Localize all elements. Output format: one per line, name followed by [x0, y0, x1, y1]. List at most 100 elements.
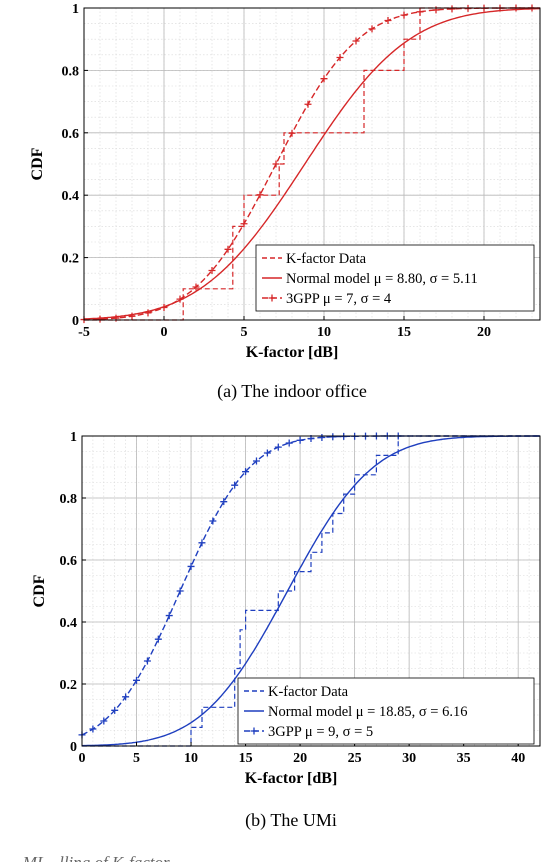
- legend-item-normal-model: Normal model μ = 8.80, σ = 5.11: [262, 271, 478, 287]
- legend-label: 3GPP μ = 9, σ = 5: [268, 724, 373, 740]
- series-3gpp-marker: [416, 8, 424, 16]
- legend-marker-sample: [268, 294, 276, 302]
- x-tick-label: 15: [397, 325, 411, 340]
- series-3gpp-marker: [220, 498, 228, 506]
- series-3gpp-marker: [329, 433, 337, 441]
- y-tick-label: 0: [70, 740, 77, 755]
- series-3gpp-marker: [231, 481, 239, 489]
- legend: K-factor Data Normal model μ = 8.80, σ = …: [255, 244, 535, 312]
- x-axis-label: K-factor [dB]: [246, 344, 339, 361]
- y-tick-label: 0.6: [60, 554, 78, 569]
- series-3gpp-marker: [133, 676, 141, 684]
- x-tick-label: 5: [241, 325, 248, 340]
- x-tick-label: 0: [79, 751, 86, 766]
- x-tick-label: -5: [78, 325, 90, 340]
- series-3gpp-marker: [368, 25, 376, 33]
- series-3gpp-marker: [288, 129, 296, 137]
- series-3gpp-marker: [296, 436, 304, 444]
- legend-label: Normal model μ = 8.80, σ = 5.11: [286, 271, 478, 287]
- series-3gpp-marker: [192, 283, 200, 291]
- legend-label: K-factor Data: [268, 684, 349, 700]
- series-3gpp-markers: [78, 432, 402, 739]
- series-3gpp-marker: [198, 539, 206, 547]
- series-3gpp-marker: [160, 304, 168, 312]
- legend-item-3gpp: 3GPP μ = 9, σ = 5: [244, 724, 373, 740]
- legend-item-kfactor-data: K-factor Data: [262, 251, 367, 267]
- legend-label: K-factor Data: [286, 251, 367, 267]
- series-3gpp-marker: [224, 245, 232, 253]
- x-axis-label: K-factor [dB]: [245, 770, 338, 787]
- x-tick-label: 0: [161, 325, 168, 340]
- legend-label: Normal model μ = 18.85, σ = 6.16: [268, 704, 467, 720]
- series-3gpp-marker: [272, 160, 280, 168]
- y-tick-label: 1: [72, 2, 79, 17]
- series-kfactor-data-line: [82, 435, 540, 747]
- series-3gpp-marker: [352, 37, 360, 45]
- y-axis-label: CDF: [29, 147, 46, 180]
- y-tick-label: 0.4: [60, 616, 78, 631]
- series-3gpp-marker: [154, 635, 162, 643]
- series-3gpp-marker: [274, 443, 282, 451]
- x-tick-label: 30: [402, 751, 416, 766]
- ticks: 0 5 10 15 20 25 30 35 40 0 0.2 0.4 0.6 0.8 1: [60, 430, 526, 766]
- panel-caption: (b) The UMi: [245, 810, 337, 831]
- y-tick-label: 0.8: [62, 64, 80, 79]
- legend: K-factor Data Normal model μ = 18.85, σ =…: [237, 677, 535, 745]
- series-3gpp-marker: [122, 693, 130, 701]
- panel-caption: (a) The indoor office: [217, 381, 367, 402]
- x-tick-label: 5: [133, 751, 140, 766]
- y-tick-label: 0.2: [60, 678, 78, 693]
- series-3gpp-marker: [304, 100, 312, 108]
- series-3gpp-marker: [318, 433, 326, 441]
- series-3gpp-marker: [240, 220, 248, 228]
- x-tick-label: 20: [293, 751, 307, 766]
- series-3gpp-marker: [143, 657, 151, 665]
- y-tick-label: 0.6: [62, 127, 80, 142]
- series-3gpp-marker: [89, 725, 97, 733]
- legend-box: [255, 244, 535, 312]
- y-tick-label: 1: [70, 430, 77, 445]
- y-axis-label: CDF: [31, 574, 48, 607]
- y-tick-label: 0.4: [62, 189, 80, 204]
- series-3gpp-marker: [111, 706, 119, 714]
- series-3gpp-marker: [252, 457, 260, 465]
- legend-item-kfactor-data: K-factor Data: [244, 684, 349, 700]
- x-tick-label: 40: [511, 751, 525, 766]
- legend-item-normal-model: Normal model μ = 18.85, σ = 6.16: [244, 704, 467, 720]
- series-3gpp-marker: [384, 16, 392, 24]
- series-3gpp-line: [83, 7, 540, 321]
- legend-item-3gpp: 3GPP μ = 7, σ = 4: [262, 291, 392, 307]
- series-normal-model-line: [81, 435, 540, 747]
- series-3gpp-marker: [96, 315, 104, 323]
- y-tick-label: 0.8: [60, 492, 78, 507]
- x-tick-label: 20: [477, 325, 491, 340]
- x-tick-label: 10: [184, 751, 198, 766]
- series-3gpp-marker: [100, 717, 108, 725]
- series-3gpp-marker: [285, 439, 293, 447]
- series-3gpp-marker: [448, 5, 456, 13]
- series-3gpp-marker: [320, 75, 328, 83]
- series-3gpp-marker: [209, 517, 217, 525]
- series-3gpp-marker: [263, 449, 271, 457]
- legend-marker-sample: [250, 727, 258, 735]
- series-3gpp-marker: [336, 54, 344, 62]
- series-3gpp-marker: [165, 612, 173, 620]
- legend-box: [237, 677, 535, 745]
- x-tick-label: 15: [239, 751, 253, 766]
- series-3gpp-marker: [400, 11, 408, 19]
- series-normal-model-line: [83, 7, 541, 320]
- series-3gpp-marker: [176, 295, 184, 303]
- series-3gpp-marker: [128, 312, 136, 320]
- series-3gpp-marker: [176, 587, 184, 595]
- y-tick-label: 0: [72, 314, 79, 329]
- series-3gpp-marker: [208, 267, 216, 274]
- y-tick-label: 0.2: [62, 252, 80, 267]
- x-tick-label: 35: [457, 751, 471, 766]
- series-3gpp-marker: [256, 191, 264, 199]
- x-tick-label: 25: [348, 751, 362, 766]
- x-tick-label: 10: [317, 325, 331, 340]
- series-3gpp-marker: [187, 562, 195, 570]
